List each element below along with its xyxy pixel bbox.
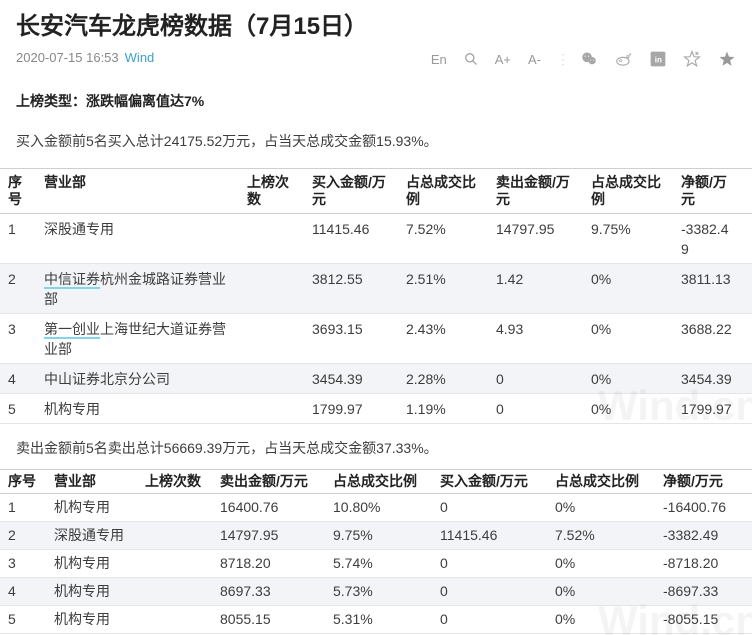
- svg-text:in: in: [655, 55, 662, 64]
